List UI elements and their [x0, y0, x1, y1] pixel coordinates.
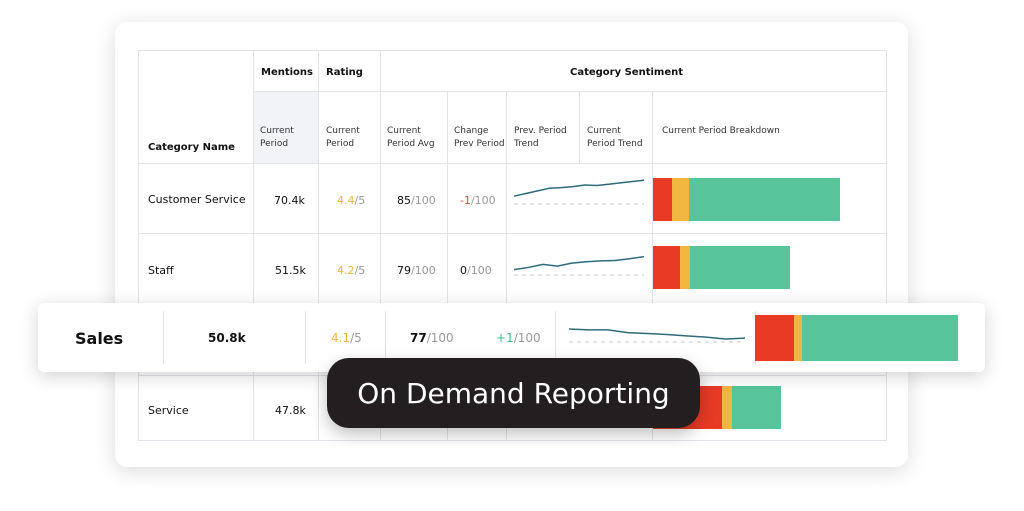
trend-line — [513, 255, 645, 271]
trend-sparkline — [513, 179, 645, 205]
row-change-max: /100 — [467, 264, 492, 277]
row-mentions: 47.8k — [275, 404, 306, 417]
row-name[interactable]: Staff — [148, 264, 174, 277]
header-rating-current[interactable]: Current Period — [326, 126, 360, 149]
header-avg[interactable]: Current Period Avg — [387, 126, 435, 149]
neutral-segment — [793, 315, 802, 361]
row-name[interactable]: Service — [148, 404, 189, 417]
row-rating-max: /5 — [350, 331, 362, 345]
header-mentions[interactable]: Mentions — [261, 67, 314, 78]
trend-line — [568, 328, 746, 340]
trend-line — [513, 179, 645, 197]
row-avg: 79 — [397, 264, 411, 277]
positive-segment — [732, 386, 781, 429]
row-change: 0 — [460, 264, 467, 277]
sentiment-breakdown-bar — [653, 178, 840, 221]
row-avg-max: /100 — [426, 331, 454, 345]
trend-sparkline — [568, 328, 746, 343]
sentiment-breakdown-bar — [755, 315, 958, 361]
positive-segment — [689, 178, 840, 221]
header-breakdown: Current Period Breakdown — [662, 126, 780, 136]
header-mentions-current[interactable]: Current Period — [260, 126, 294, 149]
row-rating-max: /5 — [354, 264, 366, 277]
row-avg: 85 — [397, 194, 411, 207]
row-mentions: 70.4k — [274, 194, 305, 207]
neutral-segment — [671, 178, 690, 221]
row-rating: 4.1 — [331, 331, 351, 345]
trend-sparkline — [513, 255, 645, 276]
neutral-segment — [722, 386, 733, 429]
row-mentions: 50.8k — [208, 331, 246, 345]
category-table — [138, 50, 887, 441]
row-rating-max: /5 — [354, 194, 366, 207]
row-avg-max: /100 — [411, 194, 436, 207]
positive-segment — [801, 315, 958, 361]
row-rating: 4.2 — [337, 264, 355, 277]
header-rating[interactable]: Rating — [326, 67, 363, 78]
row-name[interactable]: Sales — [75, 329, 124, 348]
row-name[interactable]: Customer Service — [148, 193, 246, 206]
header-category-name[interactable]: Category Name — [148, 142, 235, 153]
row-change: +1 — [496, 331, 514, 345]
banner-text: On Demand Reporting — [357, 376, 670, 410]
negative-segment — [755, 315, 794, 361]
positive-segment — [689, 246, 790, 289]
row-avg-max: /100 — [411, 264, 436, 277]
row-change-max: /100 — [470, 194, 496, 207]
negative-segment — [653, 246, 681, 289]
row-change: -1 — [460, 194, 471, 207]
sentiment-breakdown-bar — [653, 246, 790, 289]
header-cur-trend: Current Period Trend — [587, 126, 643, 149]
header-change[interactable]: Change Prev Period — [454, 126, 505, 149]
mentions-highlight — [254, 92, 318, 163]
row-avg: 77 — [410, 331, 427, 345]
row-change-max: /100 — [513, 331, 541, 345]
header-prev-trend: Prev. Period Trend — [514, 126, 567, 149]
row-mentions: 51.5k — [275, 264, 306, 277]
neutral-segment — [680, 246, 690, 289]
negative-segment — [653, 178, 672, 221]
header-category-sentiment: Category Sentiment — [570, 67, 684, 78]
on-demand-reporting-banner: On Demand Reporting — [327, 358, 700, 428]
row-rating: 4.4 — [337, 194, 355, 207]
